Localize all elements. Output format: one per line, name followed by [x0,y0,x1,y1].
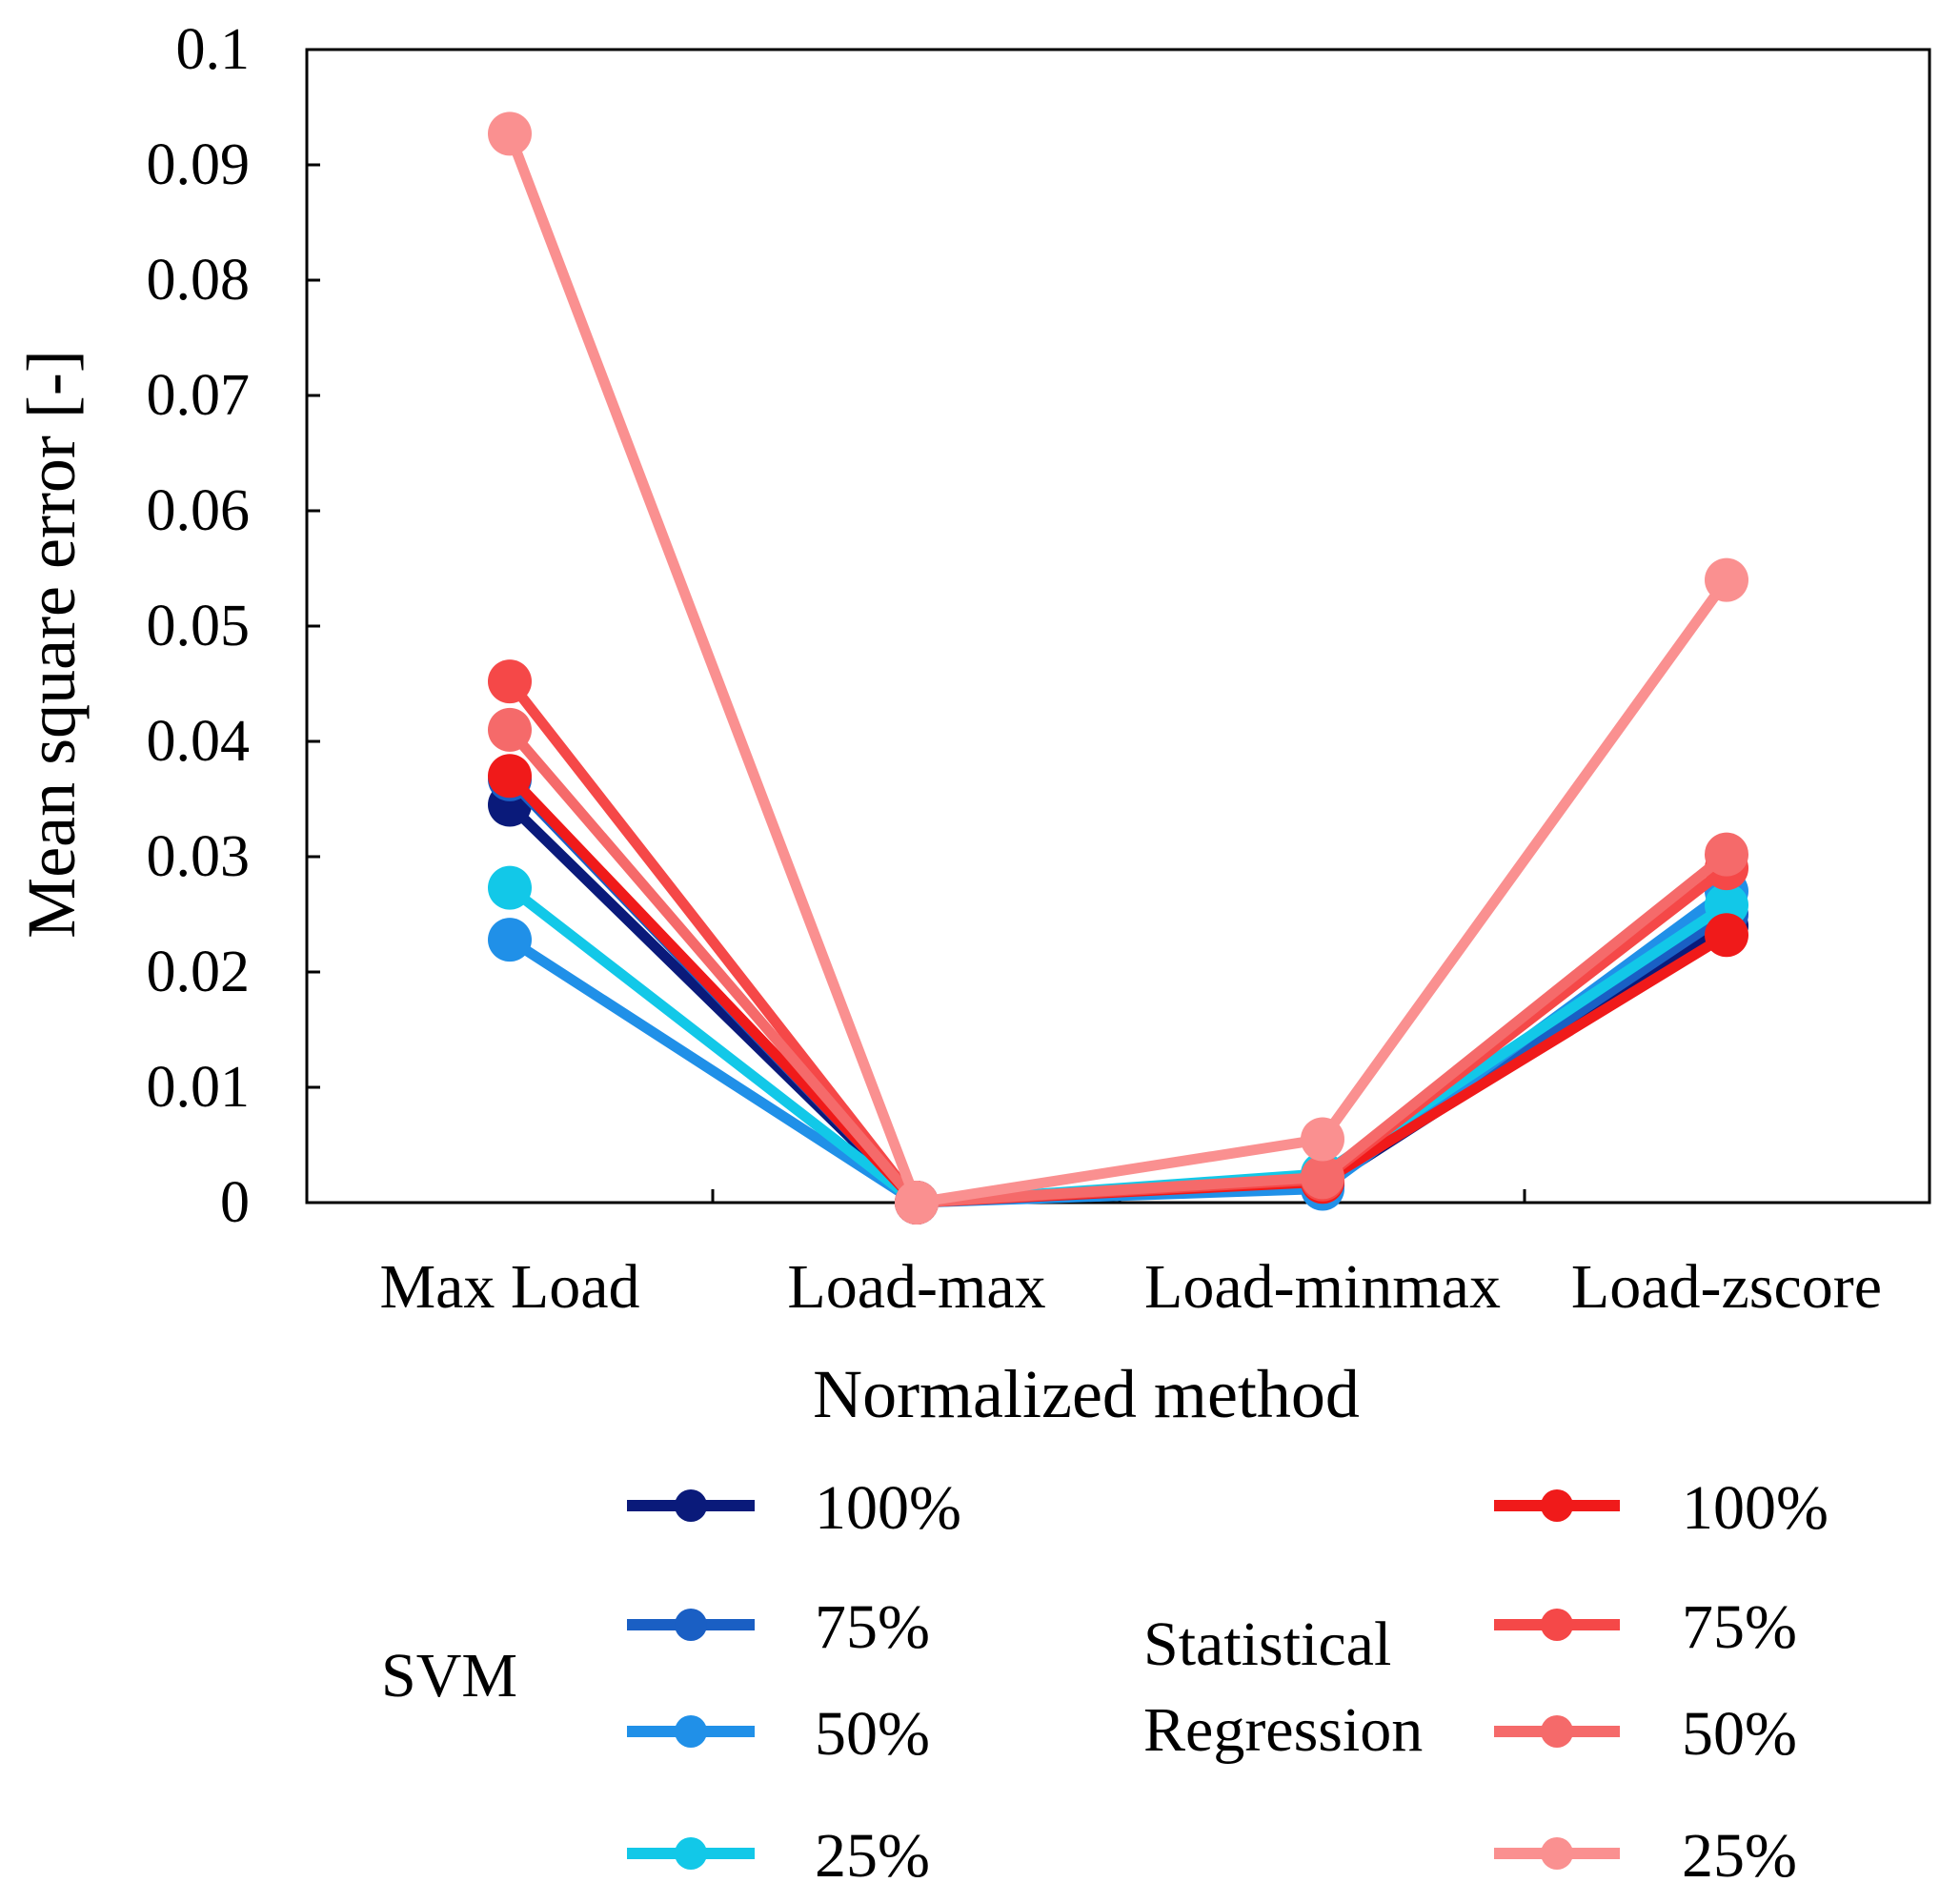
data-point [488,111,532,156]
legend-swatch-marker [1541,1489,1573,1522]
y-tick-label: 0.09 [147,132,251,197]
legend-label: 50% [815,1699,930,1769]
legend-group-label: Regression [1143,1695,1423,1765]
y-tick-label: 0.05 [147,594,251,658]
sr-series-25pct [488,111,1748,1225]
legend-item: 100% [1494,1473,1829,1543]
y-tick-label: 0.03 [147,824,251,889]
y-tick-label: 0.07 [147,363,251,428]
y-axis-title: Mean square error [-] [13,350,90,939]
data-point [1705,913,1748,958]
x-tick-label: Max Load [379,1252,639,1322]
legend-label: 25% [815,1821,930,1891]
legend-swatch-marker [675,1715,707,1748]
data-point [895,1181,939,1225]
x-tick-label: Load-minmax [1144,1252,1501,1322]
series-line [504,132,1731,1208]
data-point [1705,882,1748,927]
legend: 100% 75% 50% 25% SVM 100% 75% 50% 25% Statistical… [381,1473,1829,1891]
legend-swatch-marker [675,1489,707,1522]
x-axis-title: Normalized method [813,1356,1360,1432]
legend-label: 100% [1682,1473,1829,1543]
axis-labels: 0 0.01 0.02 0.03 0.04 0.05 0.06 0.07 0.08 0.09 0.1… [147,17,1883,1322]
y-tick-label: 0.01 [147,1055,251,1120]
series-lines [488,111,1748,1225]
legend-item: 100% [627,1473,961,1543]
series-line [505,726,1730,1208]
legend-swatch-marker [675,1609,707,1641]
legend-item: 50% [1494,1699,1797,1769]
y-tick-label: 0.04 [147,709,251,774]
y-tick-label: 0.1 [176,17,251,82]
data-point [1301,1155,1344,1200]
data-point [1705,832,1748,877]
y-tick-label: 0.06 [147,478,251,543]
legend-label: 75% [815,1592,930,1662]
legend-swatch-marker [1541,1715,1573,1748]
legend-label: 50% [1682,1699,1797,1769]
legend-swatch-marker [1541,1837,1573,1870]
legend-group-label: SVM [381,1641,517,1711]
legend-item: 75% [627,1592,930,1662]
data-point [488,865,532,910]
data-point [488,659,532,704]
legend-swatch-marker [675,1837,707,1870]
y-tick-label: 0.08 [147,248,251,313]
x-tick-label: Load-max [787,1252,1045,1322]
legend-label: 75% [1682,1592,1797,1662]
data-point [1301,1117,1344,1162]
legend-label: 100% [815,1473,961,1543]
legend-item: 25% [627,1821,930,1891]
y-tick-label: 0.02 [147,940,251,1004]
data-point [488,754,532,799]
legend-group-label: Statistical [1143,1609,1391,1679]
legend-swatch-marker [1541,1609,1573,1641]
data-point [488,918,532,962]
legend-label: 25% [1682,1821,1797,1891]
legend-item: 75% [1494,1592,1797,1662]
y-tick-label: 0 [220,1170,250,1235]
legend-item: 50% [627,1699,930,1769]
data-point [488,707,532,752]
data-point [1705,557,1748,602]
x-tick-label: Load-zscore [1571,1252,1882,1322]
legend-item: 25% [1494,1821,1797,1891]
